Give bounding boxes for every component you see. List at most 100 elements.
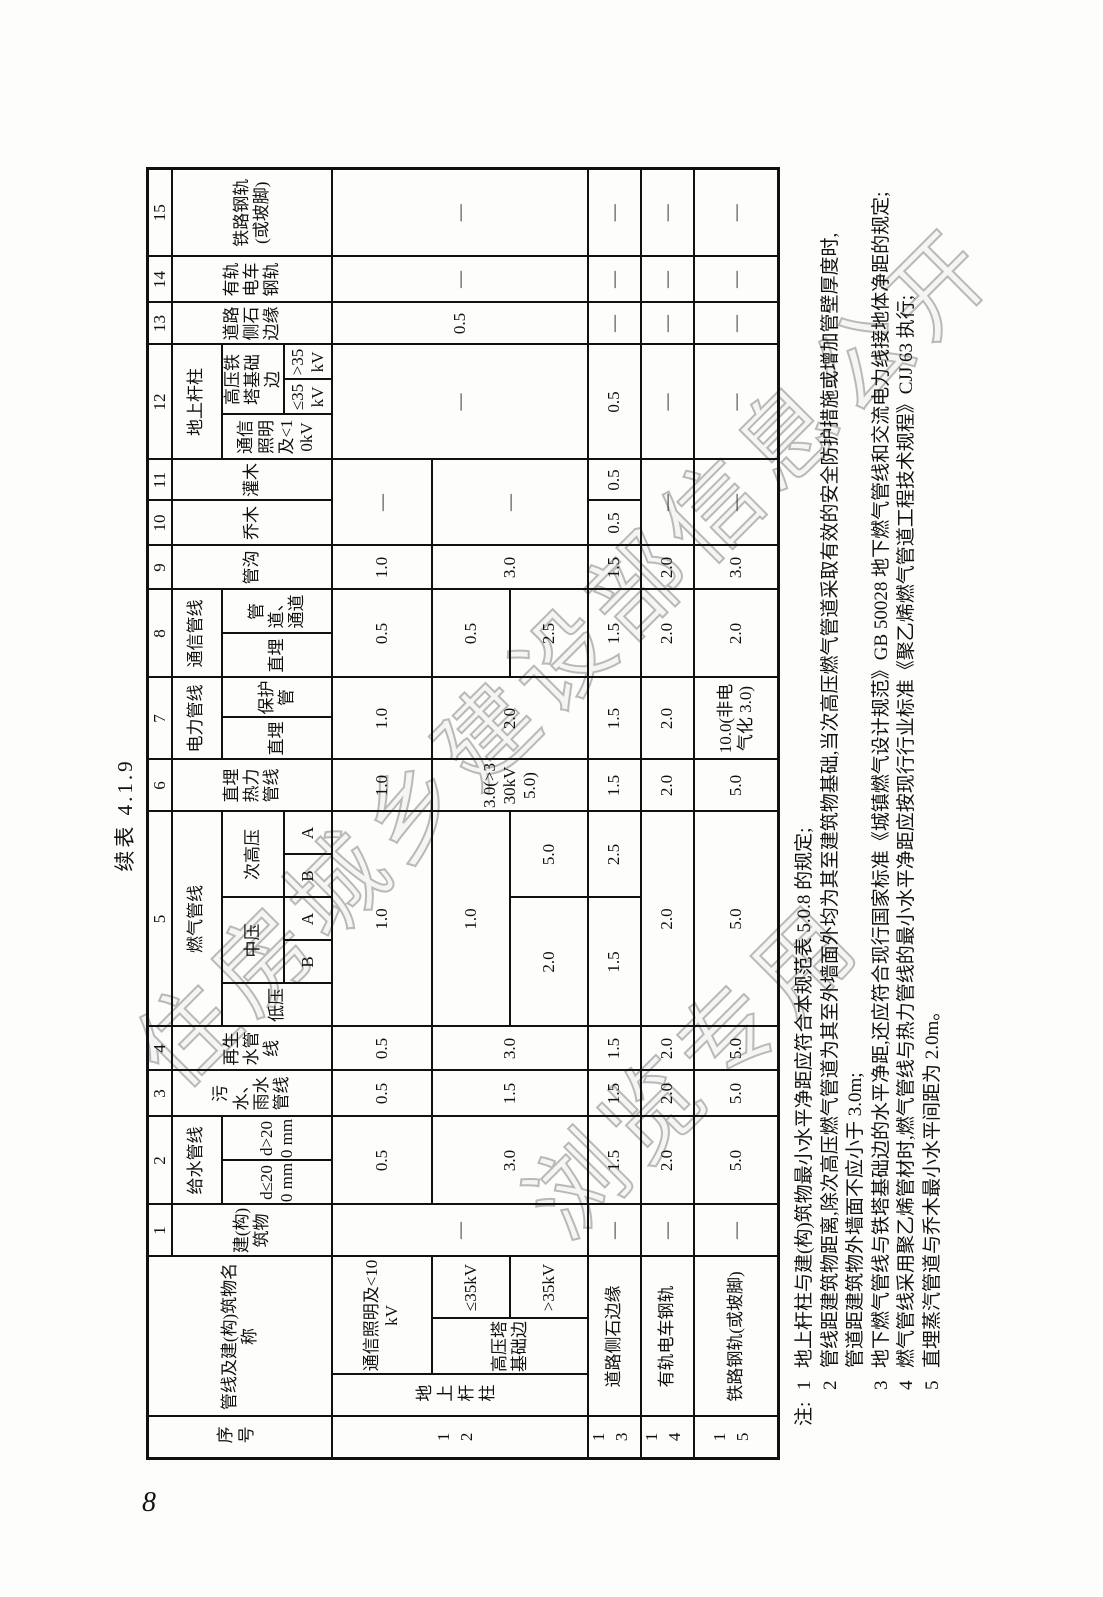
rowname-gt35kv: >35kV (509, 1256, 588, 1319)
cell-r12b-c5: 1.0 (431, 811, 510, 1027)
cell-r14-c2: 2.0 (640, 1116, 694, 1205)
cell-r13-c3: 1.5 (587, 1070, 641, 1117)
cell-r12a-c6: 1.0 (331, 759, 432, 812)
col-number-3: 3 (147, 1070, 172, 1117)
cell-r15-c9: 3.0 (693, 545, 779, 590)
col-number-9: 9 (147, 545, 172, 590)
header-power-buried: 直埋 (221, 717, 332, 760)
cell-r12c-c8: 2.5 (509, 589, 588, 678)
page-number: 8 (142, 1487, 156, 1518)
header-gt-35kv: >35kV (283, 344, 332, 380)
cell-r12a-c9: 1.0 (331, 545, 432, 590)
note-3-number: 3 (870, 1380, 892, 1391)
cell-r15-c1: — (693, 1204, 779, 1257)
seq-row-13: 13 (587, 1416, 641, 1459)
cell-r12c-c5-subhigh: 5.0 (509, 811, 588, 898)
col-number-5: 5 (147, 811, 172, 1027)
cell-r13-c13: — (587, 302, 641, 345)
note-2-continuation-text: 管道距建筑物外墙面不应小于 3.0m; (845, 1072, 867, 1368)
cell-r14-c13: — (640, 302, 694, 345)
header-telecom-duct: 管道、通道 (221, 589, 332, 634)
cell-r12b-c8: 0.5 (431, 589, 510, 678)
seq-14-value: 14 (641, 1427, 688, 1447)
col-number-4: 4 (147, 1026, 172, 1071)
note-prefix: 注: (794, 1401, 816, 1426)
cell-r14-c3: 2.0 (640, 1070, 694, 1117)
cell-r15-c12: — (693, 344, 779, 460)
seq-15-value: 15 (710, 1427, 757, 1447)
header-gas-sub-B: B (283, 854, 332, 898)
cell-r12b-c2: 3.0 (431, 1116, 588, 1205)
header-curb: 道路侧石边缘 (171, 302, 332, 345)
col-number-10: 10 (147, 500, 172, 546)
cell-r14-c9: 2.0 (640, 545, 694, 590)
col-number-12: 12 (147, 344, 172, 460)
cell-r12c-c5-lowmid: 2.0 (509, 897, 588, 1027)
cell-r13-c7: 1.5 (587, 677, 641, 760)
cell-r12b-c10-11: — (431, 459, 588, 546)
cell-r12a-c3: 0.5 (331, 1070, 432, 1117)
rotated-table-block: 住房城乡建设部信息公开 浏览专用 续表 4.1.9 序号 管线及建(构)筑物名称 (112, 167, 1018, 1460)
cell-r12-c1: — (331, 1204, 588, 1257)
cell-r13-c10: 0.5 (587, 500, 641, 546)
cell-r15-c2: 5.0 (693, 1116, 779, 1205)
header-power-pipeline: 电力管线 (171, 677, 222, 760)
cell-r12b-c4: 3.0 (431, 1026, 588, 1071)
cell-r14-c6: 2.0 (640, 759, 694, 812)
seq-12-value: 12 (434, 1427, 481, 1447)
note-2-text: 管线距建筑物距离,除次高压燃气管道为其至外墙面外均为其至建筑物基础,当次高压燃气… (819, 232, 841, 1368)
col-number-6: 6 (147, 759, 172, 812)
cell-r12b-c3: 1.5 (431, 1070, 588, 1117)
rowname-tower-base: 高压塔基础边 (431, 1318, 588, 1375)
cell-r14-c5: 2.0 (640, 811, 694, 1027)
cell-r13-c6: 1.5 (587, 759, 641, 812)
header-gas-subhigh: 次高压 (221, 811, 284, 898)
header-gas-mid-A: A (283, 897, 332, 941)
cell-r13-c4: 1.5 (587, 1026, 641, 1071)
cell-r13-c11: 0.5 (587, 459, 641, 501)
note-5-text: 直埋蒸汽管道与乔木最小水平间距为 2.0m。 (921, 1001, 943, 1368)
header-shrub: 灌木 (171, 459, 332, 501)
header-pole-telecom-lighting: 通信照明及<10kV (221, 414, 332, 460)
col-number-14: 14 (147, 256, 172, 303)
header-water-supply: 给水管线 (171, 1116, 222, 1205)
cell-r14-c12: — (640, 344, 694, 460)
header-gas-mid-B: B (283, 940, 332, 984)
rowname-pole-label: 地上杆柱 (415, 1385, 500, 1405)
header-tree: 乔木 (171, 500, 332, 546)
rowname-tram: 有轨电车钢轨 (640, 1256, 694, 1417)
header-sewage-rain: 污水、雨水管线 (171, 1070, 332, 1117)
header-railway-rail: 铁路钢轨(或坡脚) (171, 168, 332, 257)
cell-r15-c13: — (693, 302, 779, 345)
header-gas-pipeline: 燃气管线 (171, 811, 222, 1027)
rowname-pole: 地上杆柱 (331, 1374, 588, 1417)
note-1-number: 1 (794, 1380, 816, 1391)
col-number-1: 1 (147, 1204, 172, 1257)
cell-r15-c3: 5.0 (693, 1070, 779, 1117)
note-3-text: 地下燃气管线与铁塔基础边的水平净距,还应符合现行国家标准《城镇燃气设计规范》GB… (870, 191, 892, 1368)
cell-r12a-c5: 1.0 (331, 811, 432, 1027)
col-number-8: 8 (147, 589, 172, 678)
cell-r12-c14: — (331, 256, 588, 303)
cell-r14-c8: 2.0 (640, 589, 694, 678)
cell-r14-c14: — (640, 256, 694, 303)
seq-row-14: 14 (640, 1416, 694, 1459)
header-gas-low: 低压 (221, 983, 332, 1027)
cell-r12-c12: — (331, 344, 588, 460)
table-title: 续表 4.1.9 (113, 758, 137, 872)
note-4-text: 燃气管线采用聚乙烯管材时,燃气管线与热力管线的最小水平净距应按现行行业标准《聚乙… (896, 295, 918, 1368)
cell-r13-c8: 1.5 (587, 589, 641, 678)
cell-r14-c1: — (640, 1204, 694, 1257)
minimum-clearance-table: 序号 管线及建(构)筑物名称 1 2 3 4 5 6 7 8 9 10 11 1… (146, 167, 781, 1460)
cell-r12a-c10-11: — (331, 459, 432, 546)
cell-r14-c4: 2.0 (640, 1026, 694, 1071)
rowname-le35kv: ≤35kV (431, 1256, 510, 1319)
cell-r13-c5-subhigh: 2.5 (587, 811, 641, 898)
note-line-4: 3 地下燃气管线与铁塔基础边的水平净距,还应符合现行国家标准《城镇燃气设计规范》G… (869, 180, 895, 1460)
col-number-13: 13 (147, 302, 172, 345)
cell-r14-c7: 2.0 (640, 677, 694, 760)
cell-r13-c1: — (587, 1204, 641, 1257)
cell-r15-c10-11: — (693, 459, 779, 546)
cell-r13-c9: 1.5 (587, 545, 641, 590)
cell-r12-c15: — (331, 168, 588, 257)
